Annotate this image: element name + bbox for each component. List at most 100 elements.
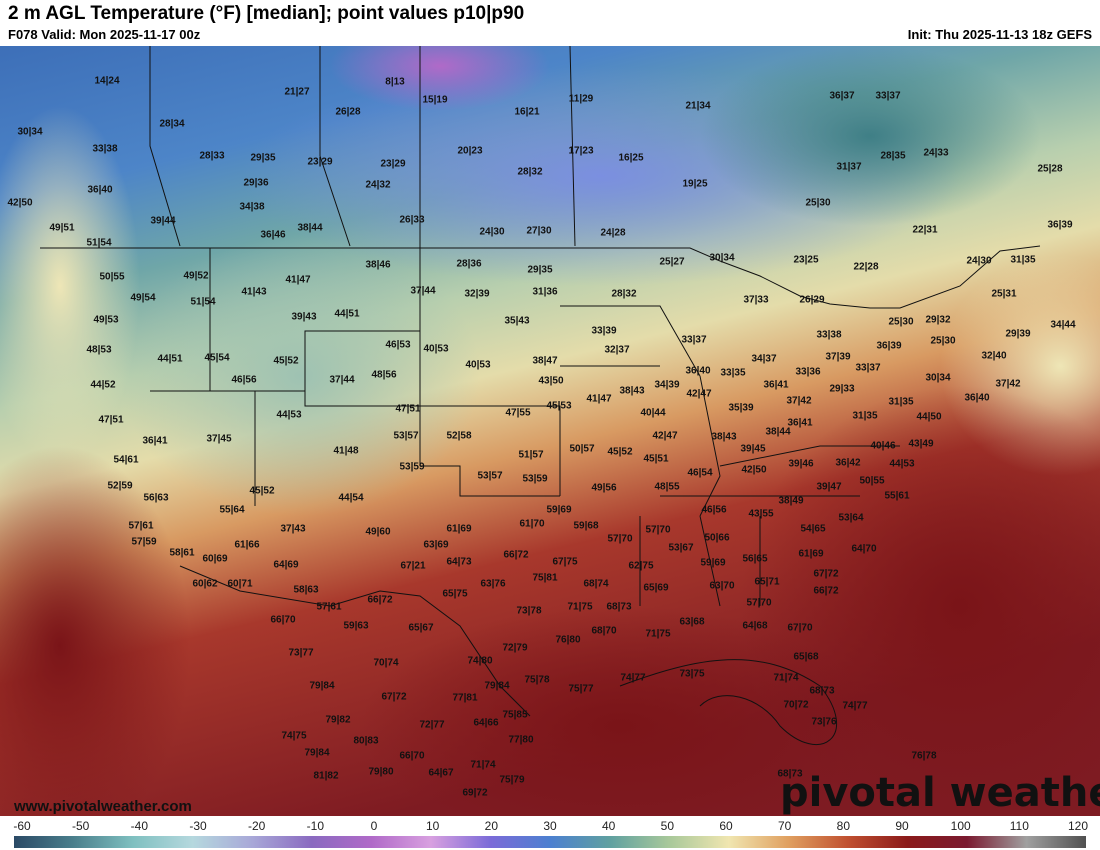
point-value: 29|32 xyxy=(925,314,951,326)
point-value: 61|66 xyxy=(234,539,260,551)
point-value: 24|33 xyxy=(923,147,949,159)
point-value: 39|43 xyxy=(291,311,317,323)
point-value: 60|71 xyxy=(227,578,253,590)
point-value: 57|61 xyxy=(128,520,154,532)
scale-tick-label: 100 xyxy=(950,819,971,833)
point-value: 47|51 xyxy=(395,403,421,415)
scale-tick-label: -10 xyxy=(306,819,324,833)
point-value: 44|50 xyxy=(916,411,942,423)
point-value: 42|50 xyxy=(7,197,33,209)
brand-logo: pivotal weather xyxy=(780,770,1100,816)
point-value: 38|43 xyxy=(711,431,737,443)
point-value: 23|29 xyxy=(380,158,406,170)
borders xyxy=(40,46,1041,717)
point-value: 68|70 xyxy=(591,625,617,637)
pacific-mild xyxy=(0,106,140,466)
point-value: 63|68 xyxy=(679,616,705,628)
point-value: 34|38 xyxy=(239,201,265,213)
point-value: 25|27 xyxy=(659,256,685,268)
point-value: 81|82 xyxy=(313,770,339,782)
point-value: 34|37 xyxy=(751,353,777,365)
point-value: 57|59 xyxy=(131,536,157,548)
point-value: 35|39 xyxy=(728,402,754,414)
point-value: 36|41 xyxy=(763,379,789,391)
point-value: 64|66 xyxy=(473,717,499,729)
point-value: 68|73 xyxy=(606,601,632,613)
point-value: 27|30 xyxy=(526,225,552,237)
point-value: 37|42 xyxy=(786,395,812,407)
point-value: 73|77 xyxy=(288,647,314,659)
point-value: 50|66 xyxy=(704,532,730,544)
point-value: 38|47 xyxy=(532,355,558,367)
point-value: 75|79 xyxy=(499,774,525,786)
point-value: 25|28 xyxy=(1037,163,1063,175)
point-value: 48|56 xyxy=(371,369,397,381)
point-value: 47|55 xyxy=(505,407,531,419)
point-value: 64|67 xyxy=(428,767,454,779)
point-value: 33|35 xyxy=(720,367,746,379)
point-value: 11|29 xyxy=(568,93,594,105)
point-value: 8|13 xyxy=(385,76,405,88)
point-value: 75|81 xyxy=(532,572,558,584)
point-value: 73|75 xyxy=(679,668,705,680)
point-value: 66|72 xyxy=(813,585,839,597)
point-value: 39|46 xyxy=(788,458,814,470)
point-value: 49|56 xyxy=(591,482,617,494)
point-value: 53|57 xyxy=(477,470,503,482)
point-value: 49|51 xyxy=(49,222,75,234)
point-value: 46|54 xyxy=(687,467,713,479)
point-value: 38|49 xyxy=(778,495,804,507)
point-value: 67|70 xyxy=(787,622,813,634)
point-value: 65|68 xyxy=(793,651,819,663)
color-scale-bar xyxy=(14,836,1086,848)
point-value: 76|78 xyxy=(911,750,937,762)
scale-tick-label: 0 xyxy=(370,819,378,833)
point-value: 53|59 xyxy=(522,473,548,485)
point-value: 39|47 xyxy=(816,481,842,493)
site-url[interactable]: www.pivotalweather.com xyxy=(14,798,192,815)
point-value: 34|39 xyxy=(654,379,680,391)
point-value: 42|50 xyxy=(741,464,767,476)
point-value: 66|70 xyxy=(270,614,296,626)
point-value: 41|47 xyxy=(586,393,612,405)
point-value: 33|39 xyxy=(591,325,617,337)
point-value: 31|35 xyxy=(852,410,878,422)
point-value: 49|52 xyxy=(183,270,209,282)
point-value: 45|53 xyxy=(546,400,572,412)
point-value: 79|80 xyxy=(368,766,394,778)
init-time: Init: Thu 2025-11-13 18z GEFS xyxy=(907,27,1092,42)
point-value: 32|40 xyxy=(981,350,1007,362)
point-value: 75|78 xyxy=(524,674,550,686)
scale-tick-label: 70 xyxy=(777,819,792,833)
point-value: 40|53 xyxy=(423,343,449,355)
point-value: 51|57 xyxy=(518,449,544,461)
point-value: 57|70 xyxy=(645,524,671,536)
us-mexico-border xyxy=(179,565,531,717)
point-value: 57|70 xyxy=(746,597,772,609)
point-value: 32|37 xyxy=(604,344,630,356)
point-value: 40|44 xyxy=(640,407,666,419)
point-value: 64|70 xyxy=(851,543,877,555)
point-value: 46|56 xyxy=(231,374,257,386)
point-value: 45|52 xyxy=(273,355,299,367)
point-value: 79|84 xyxy=(304,747,330,759)
gulf-coast xyxy=(619,659,838,745)
point-value: 72|79 xyxy=(502,642,528,654)
point-value: 36|39 xyxy=(876,340,902,352)
point-value: 54|65 xyxy=(800,523,826,535)
point-value: 22|28 xyxy=(853,261,879,273)
point-value: 45|52 xyxy=(607,446,633,458)
point-value: 29|39 xyxy=(1005,328,1031,340)
point-value: 56|65 xyxy=(742,553,768,565)
point-value: 25|30 xyxy=(805,197,831,209)
point-value: 45|51 xyxy=(643,453,669,465)
point-value: 37|43 xyxy=(280,523,306,535)
us-canada-border xyxy=(40,245,1041,309)
point-value: 50|57 xyxy=(569,443,595,455)
point-value: 25|31 xyxy=(991,288,1017,300)
point-value: 30|34 xyxy=(709,252,735,264)
point-value: 76|80 xyxy=(555,634,581,646)
point-value: 29|35 xyxy=(527,264,553,276)
point-value: 38|44 xyxy=(765,426,791,438)
point-value: 73|78 xyxy=(516,605,542,617)
